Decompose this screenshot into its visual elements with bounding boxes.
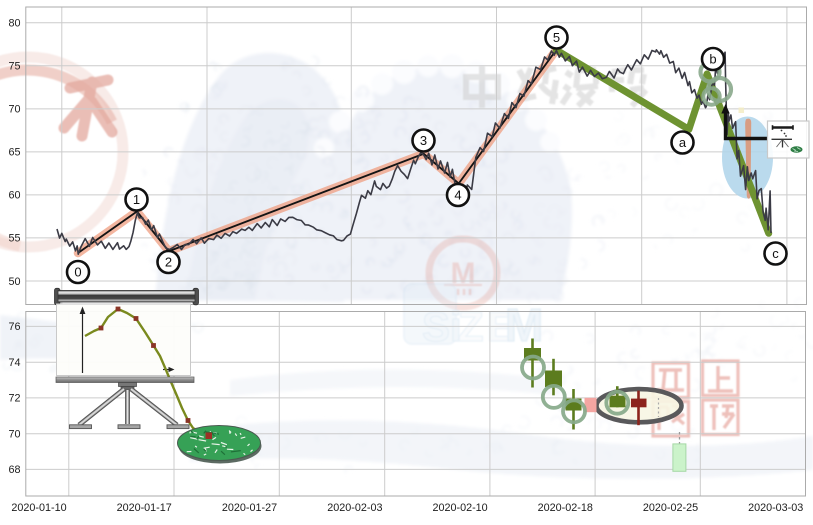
svg-text:2020-02-03: 2020-02-03	[327, 502, 382, 514]
svg-text:2020-01-27: 2020-01-27	[222, 502, 277, 514]
svg-text:5: 5	[553, 30, 560, 45]
svg-text:2020-01-10: 2020-01-10	[11, 502, 66, 514]
svg-text:0: 0	[74, 265, 81, 280]
svg-text:65: 65	[8, 147, 20, 159]
svg-text:70: 70	[8, 104, 20, 116]
svg-text:2020-02-18: 2020-02-18	[538, 502, 593, 514]
svg-text:2020-03-03: 2020-03-03	[748, 502, 803, 514]
svg-text:60: 60	[8, 190, 20, 202]
svg-text:55: 55	[8, 233, 20, 245]
svg-text:76: 76	[8, 321, 20, 333]
svg-text:M: M	[505, 299, 543, 351]
svg-text:75: 75	[8, 61, 20, 73]
svg-text:1: 1	[133, 192, 140, 207]
svg-text:b: b	[709, 52, 716, 67]
svg-text:2020-02-10: 2020-02-10	[432, 502, 487, 514]
svg-text:2020-01-17: 2020-01-17	[117, 502, 172, 514]
svg-text:2: 2	[165, 255, 172, 270]
svg-text:50: 50	[8, 276, 20, 288]
svg-text:a: a	[679, 135, 687, 150]
svg-text:3: 3	[420, 133, 427, 148]
svg-text:72: 72	[8, 393, 20, 405]
svg-text:c: c	[772, 246, 779, 261]
svg-text:2020-02-25: 2020-02-25	[643, 502, 698, 514]
svg-text:74: 74	[8, 357, 20, 369]
svg-text:68: 68	[8, 464, 20, 476]
svg-text:80: 80	[8, 18, 20, 30]
svg-text:70: 70	[8, 429, 20, 441]
svg-text:4: 4	[454, 188, 461, 203]
